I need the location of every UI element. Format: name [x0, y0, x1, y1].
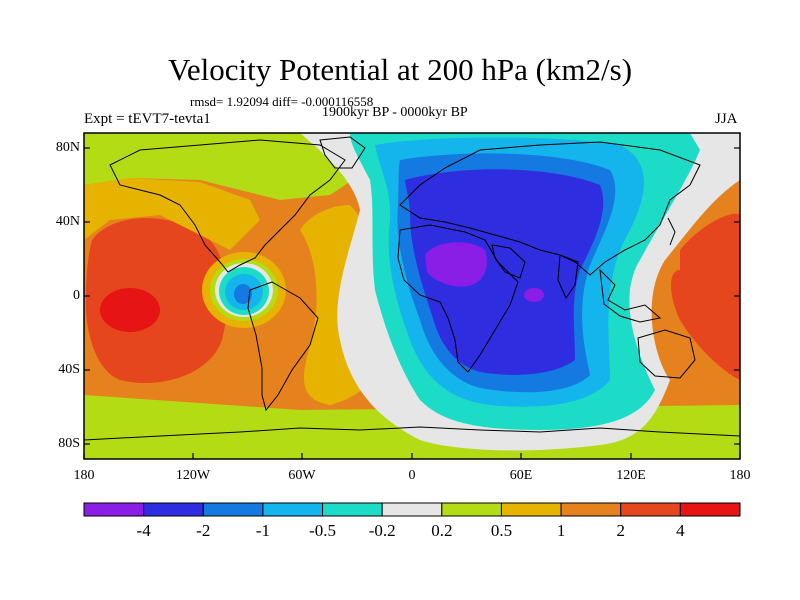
colorbar-label-5: 0.2: [431, 521, 453, 540]
contour-fill-layer: [84, 133, 740, 459]
outline-south-america: [247, 281, 319, 412]
lat-label-80n: 80N: [55, 140, 80, 155]
season-label: JJA: [715, 111, 738, 127]
colorbar-swatch-6: [441, 502, 502, 517]
lat-label-40n: 40N: [55, 214, 80, 229]
lon-label-120e: 120E: [616, 468, 646, 483]
outline-north-america: [109, 139, 346, 273]
lat-ticks: [84, 147, 740, 445]
colorbar-label-0: -4: [136, 521, 151, 540]
map-title: Velocity Potential at 200 hPa (km2/s): [167, 52, 633, 87]
outline-arabia: [491, 244, 526, 279]
colorbar-label-7: 1: [556, 521, 566, 540]
colorbar-swatch-1: [143, 502, 204, 517]
outline-africa: [397, 224, 519, 373]
outline-australia: [637, 329, 696, 379]
field-africa-purple: [425, 242, 487, 287]
colorbar-label-1: -2: [196, 521, 211, 540]
field-pacific-core: [100, 288, 160, 332]
field-east-dark-blue: [405, 169, 604, 375]
outline-india: [557, 254, 579, 300]
colorbar-swatch-5: [381, 502, 443, 517]
lon-label-180e: 180: [729, 468, 751, 483]
colorbar-label-3: -0.5: [309, 521, 336, 540]
lat-label-equator: 0: [73, 288, 80, 303]
colorbar-swatch-7: [500, 502, 562, 517]
colorbar-swatch-3: [262, 502, 324, 517]
lat-label-40s: 40S: [58, 362, 80, 377]
lat-label-80s: 80S: [58, 436, 80, 451]
field-central-america-blue: [234, 284, 252, 304]
continent-outlines: [84, 136, 740, 441]
lon-label-180w: 180: [73, 468, 95, 483]
colorbar-swatch-9: [620, 502, 681, 517]
period-subtitle: 1900kyr BP - 0000kyr BP: [322, 105, 468, 120]
experiment-label: Expt = tEVT7-tevta1: [84, 111, 211, 127]
field-west-pacific-high: [671, 213, 740, 380]
rmsd-diff-stats: rmsd= 1.92094 diff= -0.000116558: [190, 94, 374, 109]
outline-antarctica: [84, 426, 740, 441]
colorbar-swatch-10: [679, 502, 741, 517]
outline-greenland: [319, 136, 366, 169]
colorbar-swatch-2: [202, 502, 264, 517]
colorbar-label-4: -0.2: [368, 521, 396, 540]
colorbar-swatch-4: [322, 502, 383, 517]
colorbar-label-6: 0.5: [490, 521, 513, 540]
colorbar-label-9: 4: [676, 521, 685, 540]
outline-southeast-asia: [599, 268, 662, 323]
lon-label-0: 0: [408, 468, 416, 483]
colorbar-swatch-0: [83, 502, 145, 517]
lon-ticks: [83, 453, 741, 459]
lon-label-60e: 60E: [509, 468, 533, 483]
lon-label-120w: 120W: [175, 468, 211, 483]
colorbar-label-2: -1: [255, 521, 270, 540]
field-band-northern-america: [84, 133, 370, 200]
field-indian-ocean-purple: [524, 288, 544, 302]
field-north-pacific-yellow: [84, 178, 260, 250]
lon-label-60w: 60W: [288, 468, 316, 483]
colorbar: [83, 502, 741, 517]
colorbar-swatch-8: [560, 502, 622, 517]
colorbar-label-8: 2: [616, 521, 625, 540]
outline-eurasia: [399, 141, 701, 276]
outline-japan: [667, 217, 676, 246]
